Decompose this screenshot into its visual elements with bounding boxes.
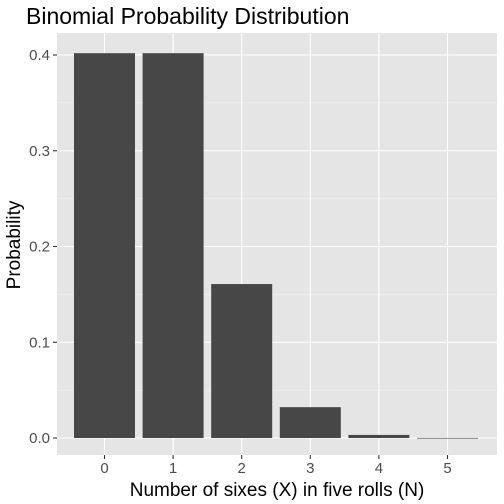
y-tick-label: 0.1 bbox=[29, 334, 50, 351]
y-tick-label: 0.2 bbox=[29, 239, 50, 256]
x-axis-label: Number of sixes (X) in five rolls (N) bbox=[130, 480, 425, 501]
y-axis-ticks: 0.0 0.1 0.2 0.3 0.4 bbox=[29, 47, 57, 447]
chart-title: Binomial Probability Distribution bbox=[26, 3, 349, 29]
y-tick-label: 0.3 bbox=[29, 143, 50, 160]
bar bbox=[142, 53, 204, 438]
bar bbox=[348, 434, 410, 438]
bars bbox=[74, 53, 478, 439]
x-axis-ticks: 0 1 2 3 4 5 bbox=[100, 455, 452, 477]
x-tick-label: 4 bbox=[375, 460, 383, 477]
bar bbox=[74, 53, 135, 438]
x-tick-label: 3 bbox=[306, 460, 314, 477]
bar bbox=[279, 407, 341, 438]
y-tick-label: 0.0 bbox=[29, 430, 50, 447]
x-tick-label: 5 bbox=[443, 460, 451, 477]
y-axis-label: Probability bbox=[4, 200, 25, 289]
x-tick-label: 1 bbox=[169, 460, 177, 477]
y-tick-label: 0.4 bbox=[29, 47, 50, 64]
bar bbox=[417, 437, 478, 439]
x-tick-label: 0 bbox=[100, 460, 108, 477]
x-tick-label: 2 bbox=[238, 460, 246, 477]
bar bbox=[211, 284, 273, 438]
